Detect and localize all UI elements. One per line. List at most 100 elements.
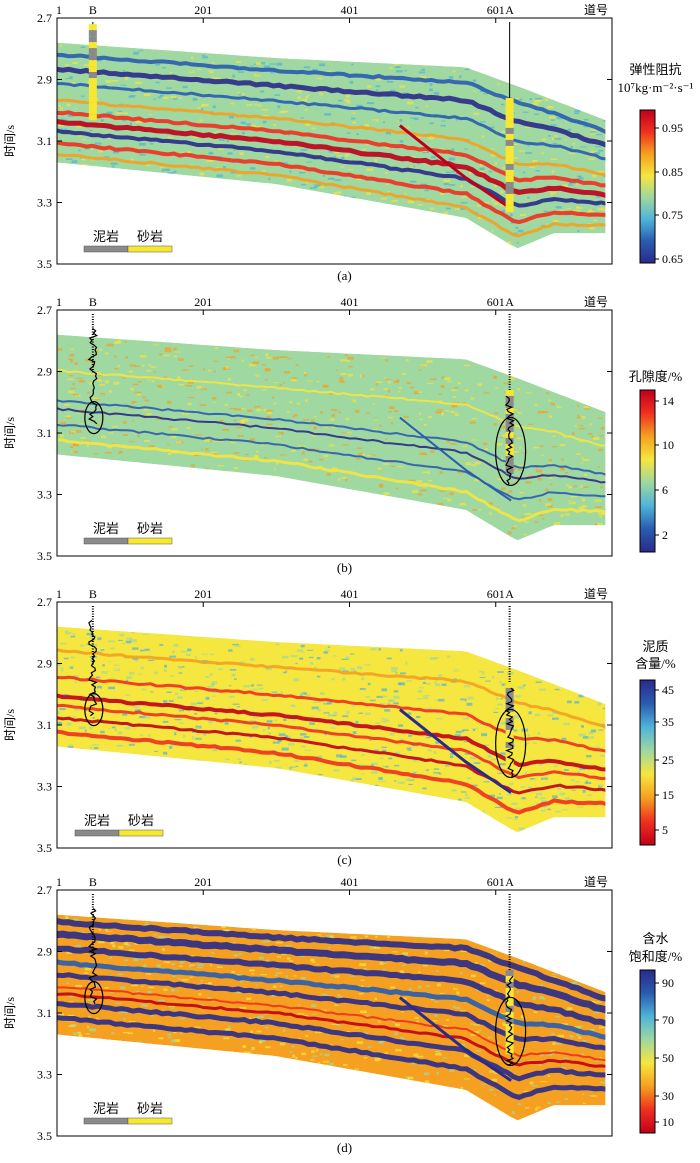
texture-speck bbox=[111, 165, 115, 168]
texture-speck bbox=[585, 744, 590, 747]
texture-speck bbox=[225, 1028, 231, 1031]
texture-speck bbox=[345, 478, 348, 482]
texture-speck bbox=[239, 718, 243, 721]
texture-speck bbox=[470, 185, 476, 188]
texture-speck bbox=[433, 92, 440, 95]
legend-swatch-sandstone bbox=[127, 245, 173, 253]
texture-speck bbox=[304, 374, 307, 377]
texture-speck bbox=[205, 676, 210, 678]
texture-speck bbox=[147, 379, 151, 381]
texture-speck bbox=[514, 695, 521, 698]
texture-speck bbox=[234, 954, 239, 957]
texture-speck bbox=[358, 452, 363, 455]
texture-speck bbox=[606, 1071, 611, 1074]
texture-speck bbox=[173, 116, 181, 118]
texture-speck bbox=[74, 708, 80, 711]
texture-speck bbox=[458, 994, 462, 997]
texture-speck bbox=[66, 699, 71, 702]
texture-speck bbox=[258, 1041, 263, 1044]
texture-speck bbox=[92, 397, 99, 400]
texture-speck bbox=[491, 1023, 494, 1027]
texture-speck bbox=[406, 382, 411, 384]
texture-speck bbox=[277, 356, 284, 358]
texture-speck bbox=[261, 170, 266, 172]
texture-speck bbox=[107, 149, 112, 152]
texture-speck bbox=[375, 715, 383, 718]
texture-speck bbox=[556, 482, 561, 484]
texture-speck bbox=[387, 191, 391, 193]
texture-speck bbox=[171, 435, 177, 438]
texture-speck bbox=[485, 202, 490, 204]
texture-speck bbox=[479, 164, 482, 167]
texture-speck bbox=[211, 681, 217, 684]
texture-speck bbox=[74, 362, 78, 365]
texture-speck bbox=[379, 424, 382, 427]
texture-speck bbox=[242, 93, 245, 96]
texture-speck bbox=[165, 1000, 171, 1003]
texture-speck bbox=[318, 773, 323, 776]
texture-speck bbox=[537, 742, 542, 744]
texture-speck bbox=[559, 792, 565, 796]
texture-speck bbox=[594, 746, 600, 749]
texture-speck bbox=[434, 699, 438, 701]
texture-speck bbox=[529, 1081, 534, 1085]
seismic-section bbox=[57, 334, 606, 541]
texture-speck bbox=[540, 742, 545, 745]
texture-speck bbox=[217, 966, 223, 968]
texture-speck bbox=[381, 366, 388, 368]
texture-speck bbox=[433, 768, 440, 770]
texture-speck bbox=[140, 985, 144, 987]
texture-speck bbox=[599, 515, 602, 518]
well-log-segment bbox=[505, 109, 514, 116]
texture-speck bbox=[113, 150, 120, 154]
texture-speck bbox=[570, 116, 576, 120]
texture-speck bbox=[129, 131, 133, 133]
well-log-segment bbox=[505, 193, 514, 200]
texture-speck bbox=[148, 113, 153, 115]
texture-speck bbox=[211, 691, 219, 693]
texture-speck bbox=[83, 1030, 88, 1034]
texture-speck bbox=[114, 728, 117, 732]
texture-speck bbox=[423, 963, 428, 967]
texture-speck bbox=[307, 94, 310, 97]
texture-speck bbox=[313, 426, 317, 430]
texture-speck bbox=[367, 1046, 372, 1049]
well-label-b: B bbox=[89, 587, 97, 601]
texture-speck bbox=[535, 469, 543, 473]
texture-speck bbox=[179, 667, 183, 669]
texture-speck bbox=[252, 688, 258, 691]
texture-speck bbox=[120, 986, 126, 990]
texture-speck bbox=[355, 177, 361, 180]
texture-speck bbox=[486, 999, 490, 1002]
texture-speck bbox=[462, 1040, 465, 1042]
texture-speck bbox=[407, 200, 414, 204]
well-log-segment bbox=[505, 169, 514, 176]
texture-speck bbox=[519, 150, 525, 152]
texture-speck bbox=[556, 1101, 560, 1103]
texture-speck bbox=[104, 156, 111, 158]
texture-speck bbox=[157, 81, 164, 84]
texture-speck bbox=[464, 67, 470, 71]
texture-speck bbox=[324, 1053, 330, 1057]
texture-speck bbox=[408, 988, 412, 991]
texture-speck bbox=[250, 124, 257, 127]
texture-speck bbox=[434, 657, 439, 659]
texture-speck bbox=[214, 131, 222, 133]
texture-speck bbox=[512, 715, 518, 718]
texture-speck bbox=[384, 172, 388, 174]
well-label-a: A bbox=[505, 3, 514, 17]
texture-speck bbox=[284, 391, 290, 395]
texture-speck bbox=[69, 76, 73, 80]
texture-speck bbox=[491, 1088, 497, 1090]
well-log-segment bbox=[505, 1041, 514, 1048]
texture-speck bbox=[425, 769, 429, 771]
texture-speck bbox=[573, 503, 578, 507]
texture-speck bbox=[296, 356, 300, 359]
texture-speck bbox=[280, 356, 288, 358]
texture-speck bbox=[297, 1004, 300, 1006]
texture-speck bbox=[177, 696, 183, 699]
texture-speck bbox=[209, 439, 212, 443]
texture-speck bbox=[468, 956, 472, 959]
texture-speck bbox=[466, 702, 473, 706]
y-tick-label: 2.7 bbox=[37, 11, 52, 25]
